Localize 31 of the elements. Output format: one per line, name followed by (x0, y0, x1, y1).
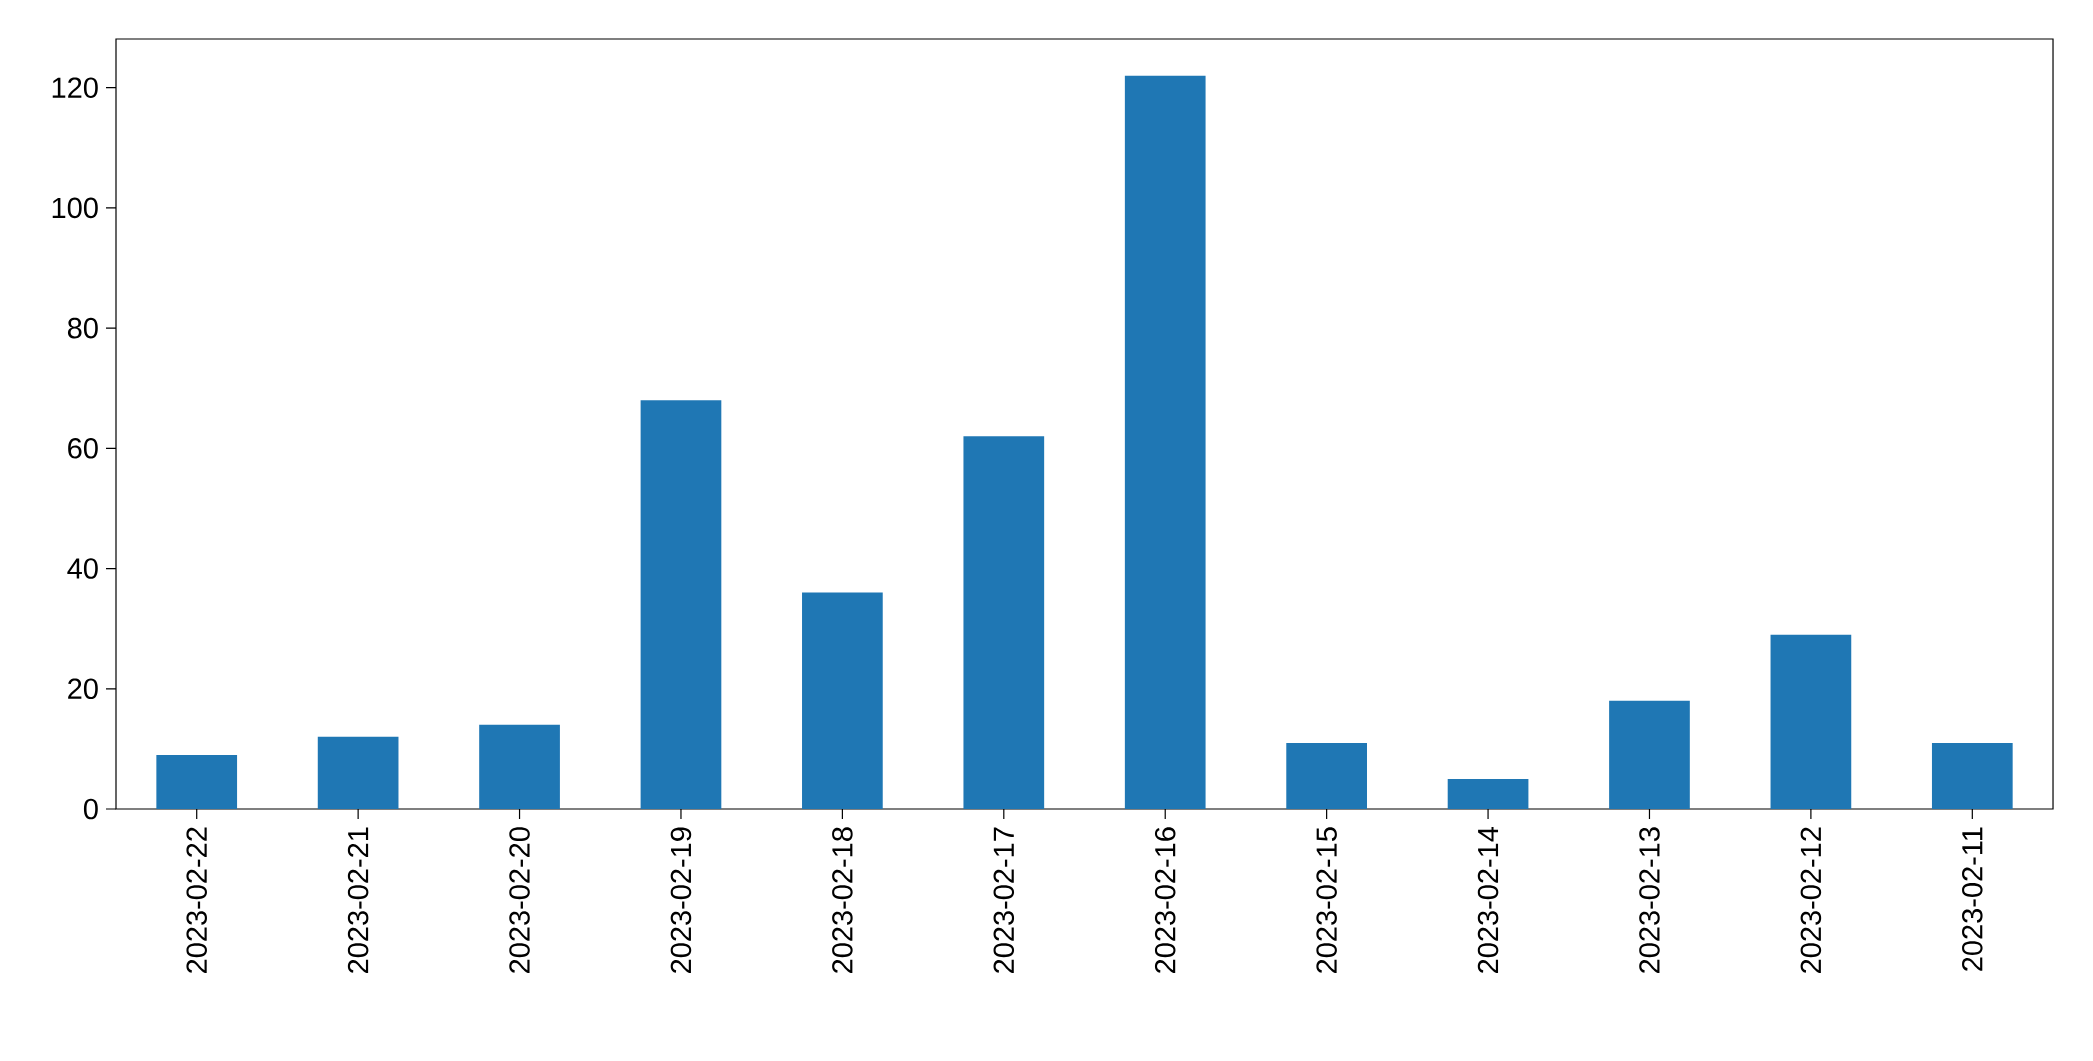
y-tick-label: 80 (67, 317, 98, 339)
x-tick-label: 2023-02-17 (993, 827, 1015, 973)
x-tick-label: 2023-02-22 (186, 827, 207, 973)
x-tick-label: 2023-02-11 (1962, 827, 1983, 971)
bar (479, 724, 560, 809)
bar (1124, 75, 1206, 809)
bar (802, 592, 883, 809)
y-tick-label: 0 (83, 798, 98, 820)
x-tick-label: 2023-02-20 (509, 827, 530, 973)
y-tick-label: 60 (68, 438, 98, 459)
x-tick-label: 2023-02-19 (670, 827, 692, 973)
bar (963, 436, 1045, 809)
x-tick-label: 2023-02-13 (1639, 827, 1660, 973)
x-tick-label: 2023-02-16 (1154, 827, 1176, 973)
bar (1286, 742, 1367, 809)
y-tick-label: 120 (52, 77, 98, 98)
bar (1447, 778, 1529, 809)
x-tick-label: 2023-02-21 (347, 827, 369, 973)
y-tick-label: 20 (68, 678, 98, 700)
y-tick-label: 100 (52, 197, 98, 219)
bar (1931, 742, 2013, 809)
x-tick-label: 2023-02-18 (832, 827, 853, 973)
x-tick-label: 2023-02-14 (1477, 826, 1499, 973)
x-tick-label: 2023-02-12 (1800, 827, 1822, 973)
bar (156, 754, 238, 809)
y-tick-label: 40 (67, 558, 98, 579)
bar (640, 400, 722, 809)
bar (317, 736, 399, 809)
bar (1609, 700, 1690, 809)
x-tick-label: 2023-02-15 (1316, 827, 1337, 973)
bar (1770, 634, 1852, 809)
